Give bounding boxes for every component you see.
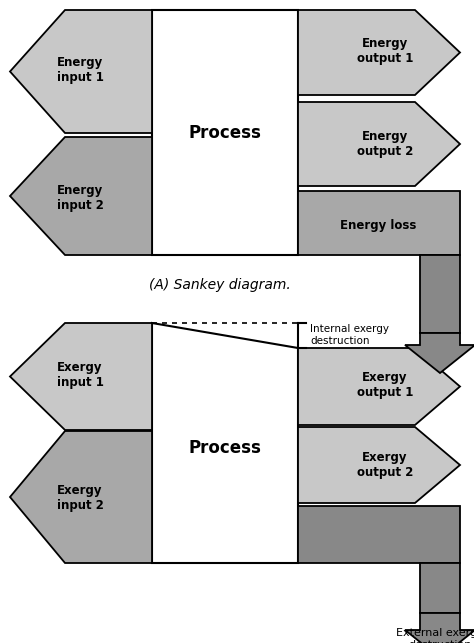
Polygon shape [298,10,460,95]
Text: (A) Sankey diagram.: (A) Sankey diagram. [149,278,291,292]
Text: Process: Process [189,124,262,142]
Polygon shape [405,613,474,643]
Text: Process: Process [189,439,262,457]
Polygon shape [10,431,152,563]
Polygon shape [298,427,460,503]
Bar [152,10,298,255]
Text: Exergy
input 2: Exergy input 2 [56,484,103,512]
Bar [298,191,460,255]
Text: Internal exergy
destruction: Internal exergy destruction [310,324,389,346]
Bar [298,506,460,563]
Polygon shape [10,137,152,255]
Polygon shape [10,10,152,133]
Polygon shape [152,323,298,563]
Text: External exergy
destruction: External exergy destruction [396,628,474,643]
Text: Energy loss: Energy loss [340,219,416,231]
Text: Energy
output 2: Energy output 2 [357,130,413,158]
Text: Energy
input 2: Energy input 2 [56,184,103,212]
Text: Energy
output 1: Energy output 1 [357,37,413,65]
Bar [420,563,460,613]
Polygon shape [10,323,152,430]
Bar [420,255,460,333]
Text: Exergy
input 1: Exergy input 1 [56,361,103,389]
Text: Exergy
output 1: Exergy output 1 [357,371,413,399]
Polygon shape [405,333,474,373]
Text: Energy
input 1: Energy input 1 [56,56,103,84]
Polygon shape [298,348,460,425]
Polygon shape [298,102,460,186]
Text: Exergy
output 2: Exergy output 2 [357,451,413,479]
